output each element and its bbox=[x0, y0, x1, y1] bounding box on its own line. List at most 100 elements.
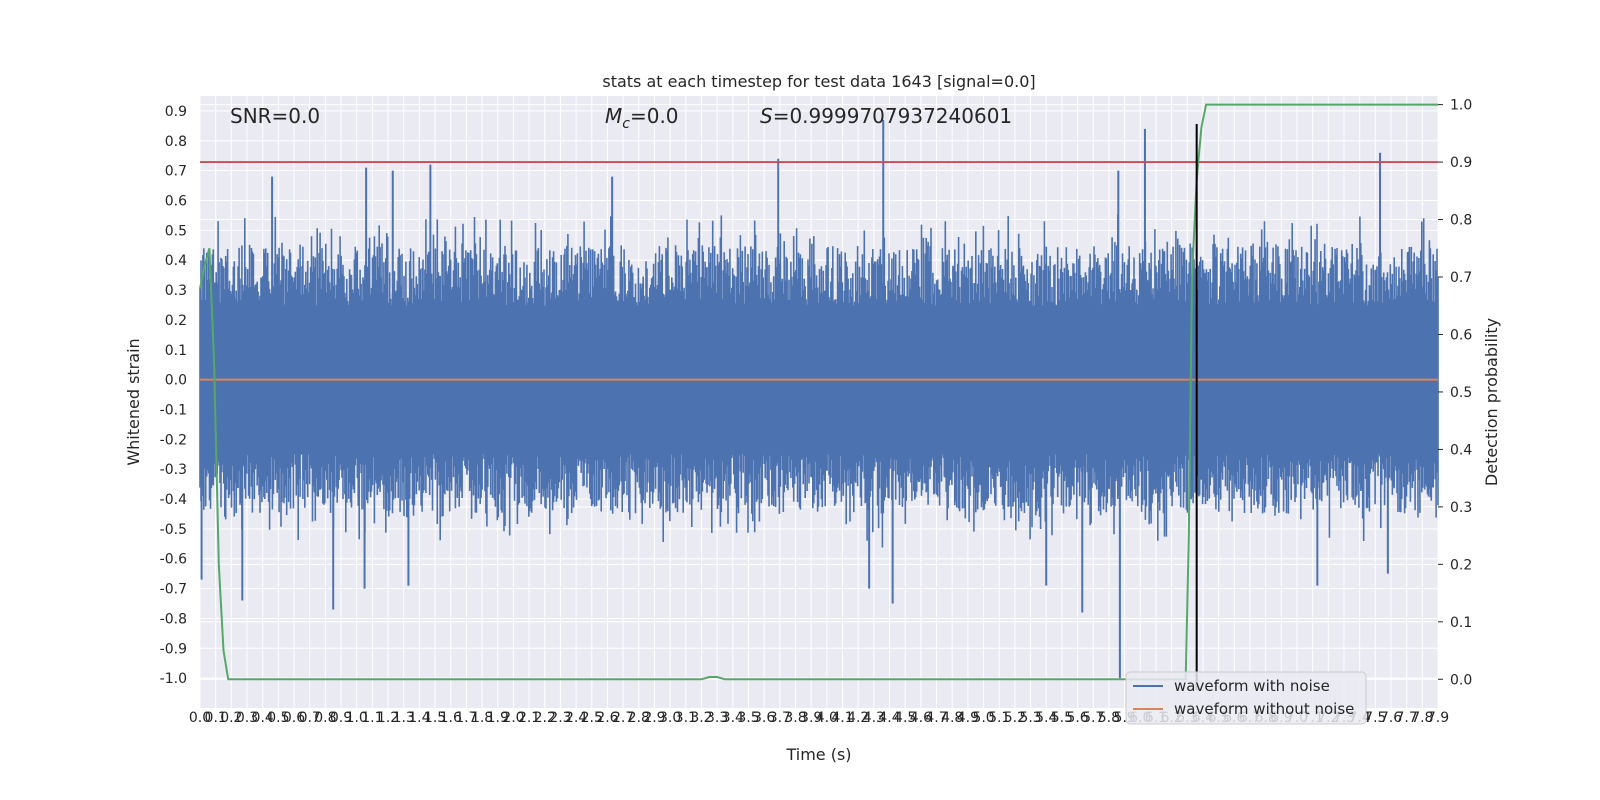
x-tick-label: 2.3 bbox=[549, 710, 571, 726]
x-tick-label: 5.8 bbox=[1098, 710, 1120, 726]
y2-tick-label: 0.9 bbox=[1450, 155, 1472, 171]
y2-tick-label: 0.1 bbox=[1450, 615, 1472, 631]
x-tick-label: 3.0 bbox=[659, 710, 681, 726]
y-tick-label: 0.9 bbox=[165, 104, 187, 120]
x-tick-label: 5.1 bbox=[988, 710, 1010, 726]
x-tick-label: 4.8 bbox=[941, 710, 963, 726]
x-tick-label: 4.0 bbox=[816, 710, 838, 726]
y-tick-label: 0.6 bbox=[165, 193, 187, 209]
chart-title: stats at each timestep for test data 164… bbox=[602, 72, 1035, 91]
x-tick-label: 2.1 bbox=[518, 710, 540, 726]
y2-tick-label: 0.6 bbox=[1450, 327, 1472, 343]
y2-tick-label: 1.0 bbox=[1450, 98, 1472, 114]
x-tick-label: 4.5 bbox=[894, 710, 916, 726]
x-tick-label: 1.7 bbox=[455, 710, 477, 726]
x-tick-label: 1.9 bbox=[487, 710, 509, 726]
y-tick-label: 0.1 bbox=[165, 343, 187, 359]
x-tick-label: 3.1 bbox=[675, 710, 697, 726]
legend-box bbox=[1125, 671, 1367, 725]
y-tick-label: -0.1 bbox=[160, 402, 187, 418]
y2-axis-label: Detection probability bbox=[1482, 318, 1501, 486]
x-tick-label: 4.3 bbox=[863, 710, 885, 726]
x-tick-label: 2.5 bbox=[581, 710, 603, 726]
x-tick-label: 2.4 bbox=[565, 710, 587, 726]
x-tick-label: 0.4 bbox=[252, 710, 274, 726]
x-tick-label: 5.3 bbox=[1019, 710, 1041, 726]
x-tick-label: 2.6 bbox=[596, 710, 618, 726]
y-tick-label: -0.2 bbox=[160, 432, 187, 448]
noise-core bbox=[200, 343, 1438, 455]
x-tick-label: 5.5 bbox=[1051, 710, 1073, 726]
x-tick-label: 5.7 bbox=[1082, 710, 1104, 726]
x-tick-label: 3.8 bbox=[784, 710, 806, 726]
y2-tick-label: 0.5 bbox=[1450, 385, 1472, 401]
x-tick-label: 1.2 bbox=[377, 710, 399, 726]
y-tick-label: 0.2 bbox=[165, 313, 187, 329]
x-tick-label: 1.8 bbox=[471, 710, 493, 726]
x-tick-label: 0.2 bbox=[220, 710, 242, 726]
x-tick-label: 1.5 bbox=[424, 710, 446, 726]
x-tick-label: 0.7 bbox=[299, 710, 321, 726]
y-tick-label: 0.3 bbox=[165, 283, 187, 299]
y-tick-label: 0.4 bbox=[165, 253, 187, 269]
x-tick-label: 1.3 bbox=[393, 710, 415, 726]
x-tick-label: 7.9 bbox=[1427, 710, 1449, 726]
x-tick-label: 5.6 bbox=[1066, 710, 1088, 726]
x-tick-label: 3.9 bbox=[800, 710, 822, 726]
x-tick-label: 4.7 bbox=[925, 710, 947, 726]
y-tick-label: -0.3 bbox=[160, 462, 187, 478]
x-tick-label: 4.6 bbox=[910, 710, 932, 726]
overlay-lines bbox=[199, 103, 1438, 690]
x-tick-label: 4.9 bbox=[957, 710, 979, 726]
snr-annotation: SNR=0.0 bbox=[230, 104, 320, 128]
mc-value: =0.0 bbox=[630, 104, 679, 128]
x-tick-label: 2.7 bbox=[612, 710, 634, 726]
y-tick-label: -0.7 bbox=[160, 582, 187, 598]
x-tick-label: 2.8 bbox=[628, 710, 650, 726]
x-tick-label: 4.4 bbox=[878, 710, 900, 726]
s-annotation: S=0.9999707937240601 bbox=[760, 104, 1012, 128]
y-tick-label: 0.8 bbox=[165, 134, 187, 150]
x-tick-label: 7.7 bbox=[1396, 710, 1418, 726]
mc-annotation: Mc=0.0 bbox=[605, 104, 679, 132]
x-tick-label: 2.2 bbox=[534, 710, 556, 726]
y-tick-label: -1.0 bbox=[160, 671, 187, 687]
x-tick-label: 5.4 bbox=[1035, 710, 1057, 726]
x-tick-label: 2.0 bbox=[502, 710, 524, 726]
x-tick-label: 0.6 bbox=[283, 710, 305, 726]
mc-subscript: c bbox=[622, 116, 630, 132]
y-axis-label: Whitened strain bbox=[124, 338, 143, 465]
x-tick-label: 7.6 bbox=[1380, 710, 1402, 726]
y2-tick-label: 0.0 bbox=[1450, 672, 1472, 688]
x-tick-label: 3.2 bbox=[690, 710, 712, 726]
x-tick-label: 0.1 bbox=[205, 710, 227, 726]
x-tick-label: 1.4 bbox=[408, 710, 430, 726]
legend-label-clean: waveform without noise bbox=[1174, 700, 1354, 718]
x-tick-label: 0.5 bbox=[267, 710, 289, 726]
s-symbol: S bbox=[760, 104, 773, 128]
x-tick-label: 4.2 bbox=[847, 710, 869, 726]
legend-label-noise: waveform with noise bbox=[1174, 677, 1330, 695]
y-tick-label: 0.5 bbox=[165, 223, 187, 239]
x-tick-label: 1.6 bbox=[440, 710, 462, 726]
mc-symbol: M bbox=[605, 104, 622, 128]
x-tick-label: 0.8 bbox=[314, 710, 336, 726]
legend: waveform with noise waveform without noi… bbox=[1125, 671, 1367, 725]
x-tick-label: 3.7 bbox=[769, 710, 791, 726]
y-tick-label: 0.0 bbox=[165, 373, 187, 389]
s-value: =0.9999707937240601 bbox=[773, 104, 1012, 128]
y-tick-label: -0.9 bbox=[160, 641, 187, 657]
x-axis-label: Time (s) bbox=[785, 745, 851, 764]
y-tick-label: -0.5 bbox=[160, 522, 187, 538]
x-tick-label: 0.3 bbox=[236, 710, 258, 726]
x-tick-label: 5.2 bbox=[1004, 710, 1026, 726]
y2-tick-label: 0.8 bbox=[1450, 213, 1472, 229]
x-tick-label: 0.9 bbox=[330, 710, 352, 726]
x-tick-label: 3.6 bbox=[753, 710, 775, 726]
x-tick-label: 3.5 bbox=[737, 710, 759, 726]
y-tick-label: -0.8 bbox=[160, 611, 187, 627]
y2-tick-label: 0.2 bbox=[1450, 557, 1472, 573]
x-tick-label: 3.4 bbox=[722, 710, 744, 726]
y-tick-label: -0.6 bbox=[160, 552, 187, 568]
